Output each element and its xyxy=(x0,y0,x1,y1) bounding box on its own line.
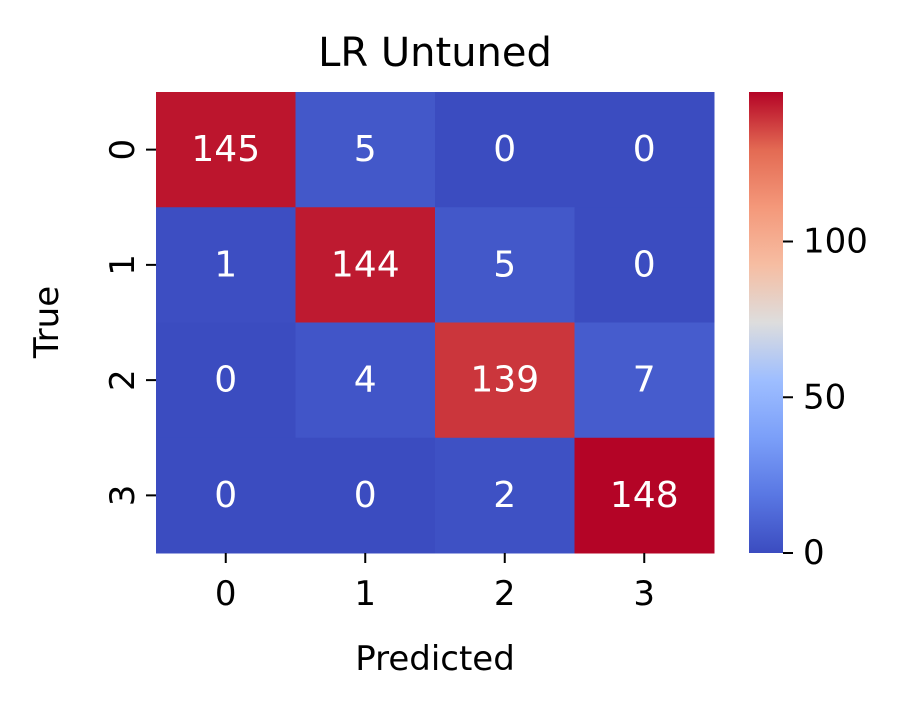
heatmap-cell-r2-c2 xyxy=(435,322,575,439)
cell-value-r3-c3: 148 xyxy=(610,475,679,516)
heatmap-cell-r3-c2 xyxy=(435,437,575,554)
heatmap-cell-r1-c0 xyxy=(156,207,296,323)
heatmap-cells xyxy=(156,92,715,554)
cell-value-r3-c1: 0 xyxy=(354,475,377,516)
cell-value-r1-c0: 1 xyxy=(214,244,237,285)
y-axis-ticks: 0 1 2 3 xyxy=(103,139,156,506)
cell-value-r2-c2: 139 xyxy=(470,360,539,401)
colorbar xyxy=(749,92,783,553)
colorbar-tick-label-2: 100 xyxy=(803,222,868,262)
chart-title: LR Untuned xyxy=(318,30,552,76)
y-tick-label-2: 2 xyxy=(103,369,143,391)
cell-value-r1-c3: 0 xyxy=(633,244,656,285)
heatmap-cell-r0-c0 xyxy=(156,92,296,208)
x-tick-label-2: 2 xyxy=(494,574,516,614)
heatmap-cell-r2-c0 xyxy=(156,322,296,439)
heatmap-cell-r2-c3 xyxy=(574,322,715,439)
heatmap-cell-r0-c3 xyxy=(574,92,715,208)
heatmap-cell-r1-c3 xyxy=(574,207,715,323)
cell-value-r0-c1: 5 xyxy=(354,129,377,170)
y-tick-label-1: 1 xyxy=(103,254,143,276)
y-tick-label-0: 0 xyxy=(103,139,143,161)
cell-value-r3-c0: 0 xyxy=(214,475,237,516)
y-tick-label-3: 3 xyxy=(103,485,143,507)
heatmap-cell-r3-c0 xyxy=(156,437,296,554)
y-axis-label: True xyxy=(27,286,67,359)
cell-value-r0-c3: 0 xyxy=(633,129,656,170)
cell-value-r2-c3: 7 xyxy=(633,360,656,401)
cell-value-r3-c2: 2 xyxy=(493,475,516,516)
cell-value-r0-c2: 0 xyxy=(493,129,516,170)
heatmap-cell-r0-c1 xyxy=(295,92,436,208)
x-tick-label-3: 3 xyxy=(633,574,655,614)
heatmap-cell-r1-c1 xyxy=(295,207,436,323)
colorbar-tick-label-0: 0 xyxy=(803,533,825,573)
x-tick-label-1: 1 xyxy=(354,574,376,614)
colorbar-tick-label-1: 50 xyxy=(803,377,846,417)
cell-value-r1-c1: 144 xyxy=(331,244,400,285)
colorbar-ticks: 0 50 100 xyxy=(783,222,868,573)
heatmap-cell-r1-c2 xyxy=(435,207,575,323)
heatmap-cell-labels: 145 5 0 0 1 144 5 0 0 4 139 7 0 0 2 148 xyxy=(191,129,678,516)
x-tick-label-0: 0 xyxy=(215,574,237,614)
cell-value-r2-c0: 0 xyxy=(214,360,237,401)
heatmap-cell-r2-c1 xyxy=(295,322,436,439)
heatmap-cell-r3-c3 xyxy=(574,437,715,554)
cell-value-r1-c2: 5 xyxy=(493,244,516,285)
x-axis-ticks: 0 1 2 3 xyxy=(215,553,655,614)
cell-value-r0-c0: 145 xyxy=(191,129,260,170)
x-axis-label: Predicted xyxy=(355,639,515,679)
heatmap-cell-r0-c2 xyxy=(435,92,575,208)
heatmap-cell-r3-c1 xyxy=(295,437,436,554)
cell-value-r2-c1: 4 xyxy=(354,360,377,401)
